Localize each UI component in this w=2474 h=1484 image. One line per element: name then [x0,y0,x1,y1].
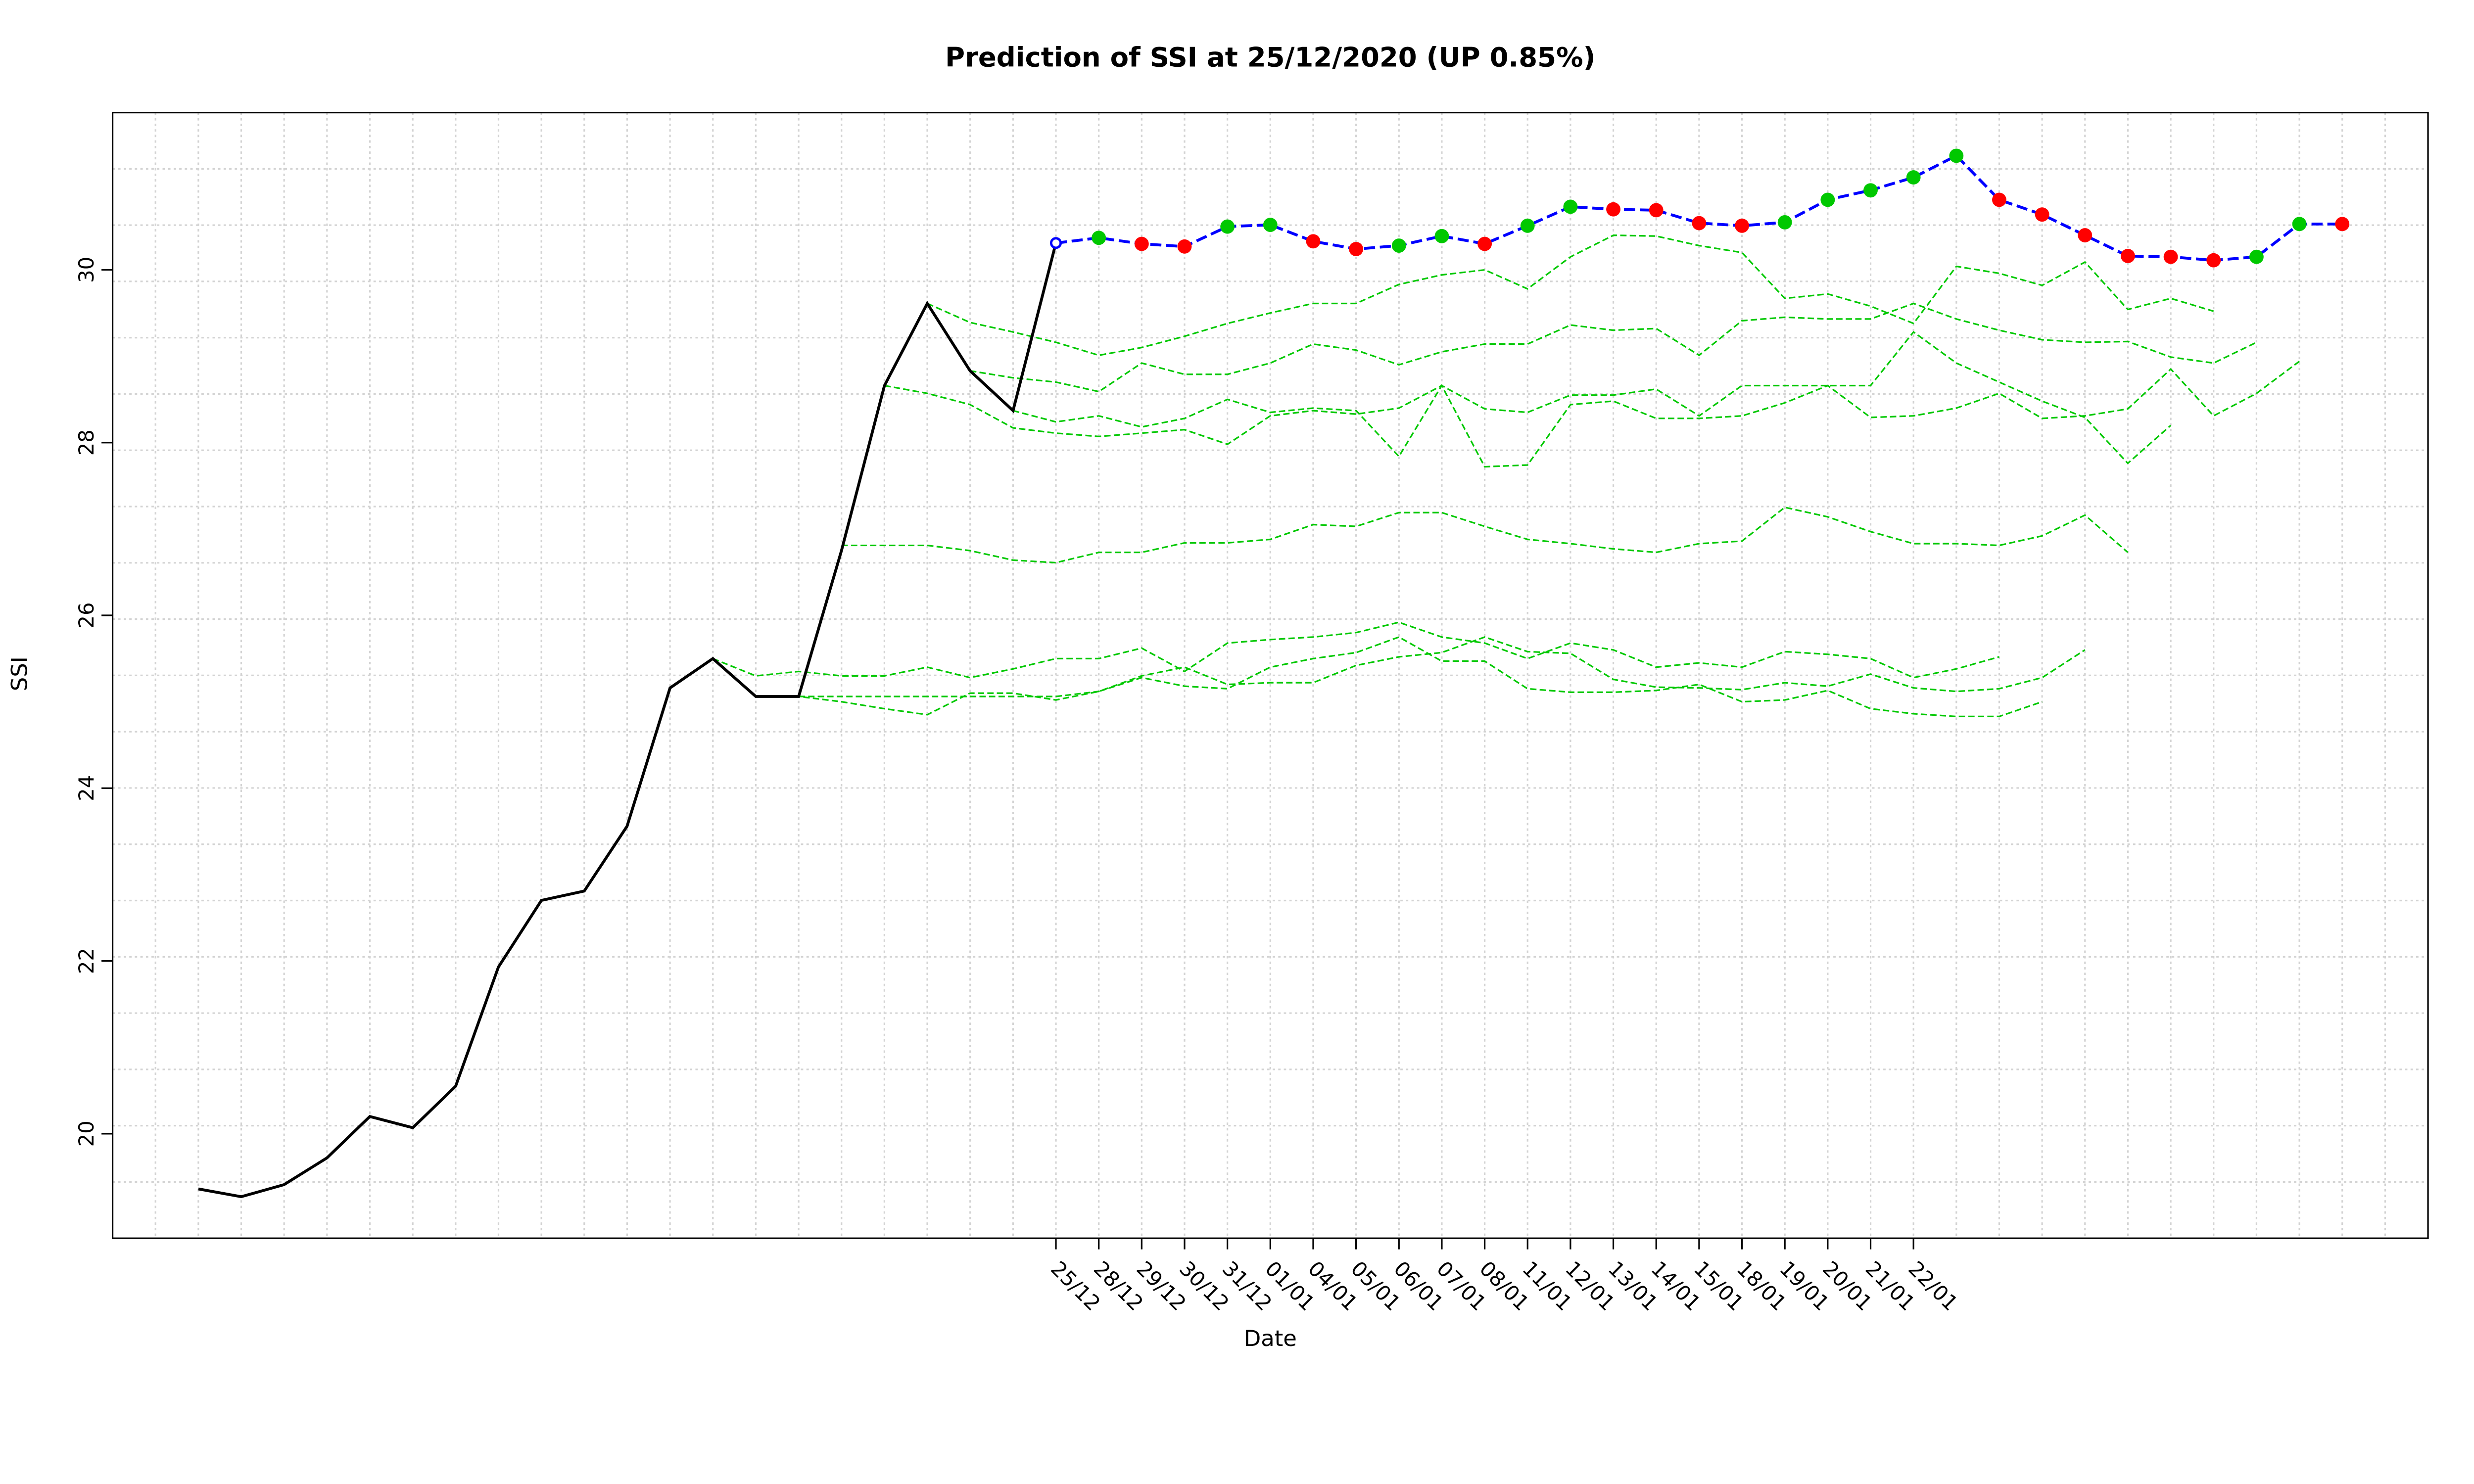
prediction-point-up [1092,231,1106,245]
prediction-point-down [2035,207,2049,222]
prediction-point-up [1220,219,1235,234]
prediction-point-up [1863,183,1878,198]
prediction-point-start [1050,237,1062,249]
y-axis-label: SSI [6,656,32,691]
scenario-line [884,330,2172,464]
prediction-point-down [1992,192,2006,207]
grid [112,112,2428,1239]
prediction-point-down [1306,234,1321,249]
scenario-line [970,302,2257,393]
series-layer [198,148,2350,1199]
prediction-point-up [1263,218,1278,232]
x-axis-label: Date [1244,1325,1297,1351]
prediction-point-up [1777,215,1792,230]
prediction-point-down [1735,218,1749,233]
scenario-line [799,636,2086,697]
prediction-point-down [2078,228,2093,242]
prediction-point-down [1649,203,1664,218]
prediction-point-down [2163,249,2178,264]
scenario-line [1013,361,2300,468]
prediction-point-up [2249,249,2264,264]
prediction-point-down [1692,216,1707,231]
y-tick-label: 28 [74,429,98,456]
prediction-point-up [1434,229,1449,243]
y-tick-label: 24 [74,775,98,801]
prediction-point-up [1391,238,1406,253]
prediction-point-down [1177,239,1192,254]
prediction-point-down [1349,242,1364,256]
ssi-prediction-chart: Prediction of SSI at 25/12/2020 (UP 0.85… [0,0,2474,1375]
prediction-point-up [1949,148,1964,163]
prediction-point-up [1906,170,1921,185]
prediction-point-up [1820,192,1835,207]
y-tick-label: 22 [74,948,98,974]
prediction-point-down [2121,249,2135,263]
chart-title: Prediction of SSI at 25/12/2020 (UP 0.85… [945,42,1595,73]
prediction-point-down [2206,253,2221,268]
scenario-line [756,636,2043,717]
prediction-point-down [1134,236,1149,251]
prediction-point-up [1520,218,1535,233]
prediction-point-up [2292,217,2307,232]
scenario-line [713,621,1999,679]
chart-background [0,0,2474,1375]
actual-line [198,242,1057,1199]
y-tick-label: 20 [74,1120,98,1147]
y-axis: 20 22 24 26 28 30 [74,257,113,1147]
y-tick-label: 26 [74,602,98,628]
prediction-point-down [1606,202,1620,217]
scenario-line [927,234,2214,356]
y-tick-label: 30 [74,257,98,283]
prediction-point-down [2335,217,2350,232]
prediction-point-up [1563,199,1578,214]
prediction-point-down [1477,236,1492,251]
